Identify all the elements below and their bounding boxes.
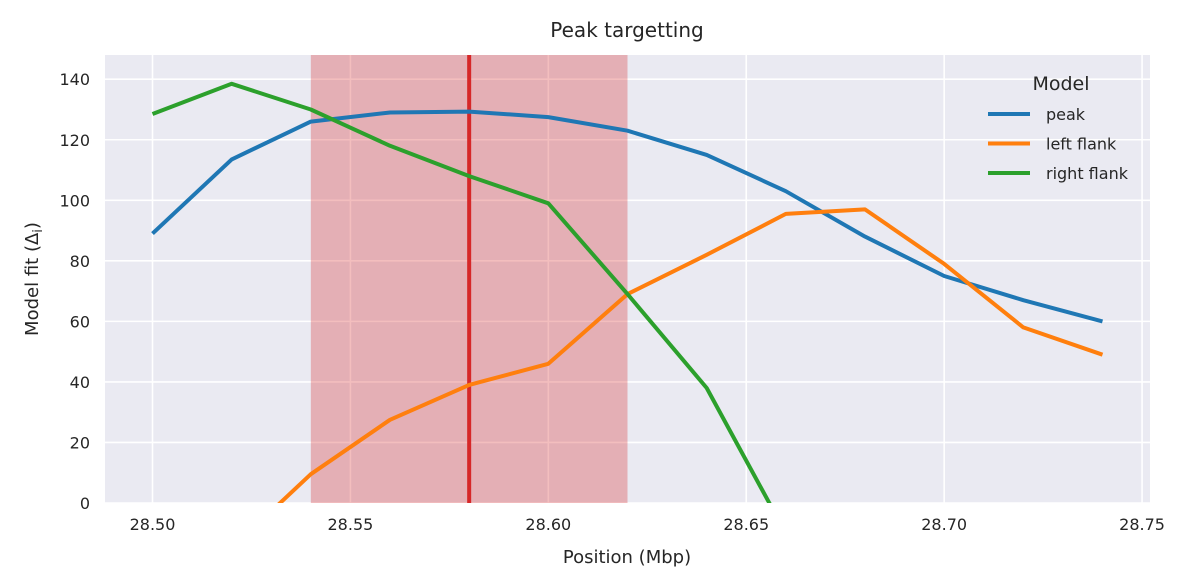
x-tick-label: 28.50 — [130, 515, 176, 534]
legend-label: right flank — [1046, 164, 1129, 183]
y-tick-label: 40 — [70, 373, 90, 392]
series-lines — [151, 81, 1104, 503]
y-axis-label-subscript: i — [31, 229, 46, 233]
x-tick-labels: 28.50 28.55 28.60 28.65 28.70 28.75 — [130, 515, 1165, 534]
legend-label: left flank — [1046, 135, 1117, 154]
y-tick-label: 100 — [59, 191, 90, 210]
y-tick-label: 60 — [70, 312, 90, 331]
y-tick-label: 0 — [80, 494, 90, 513]
y-axis-label-prefix: Model fit (Δ — [22, 232, 43, 336]
series-line-peak — [151, 109, 1104, 324]
x-tick-label: 28.70 — [921, 515, 967, 534]
y-tick-label: 140 — [59, 70, 90, 89]
y-tick-label: 80 — [70, 252, 90, 271]
legend-title: Model — [1032, 73, 1089, 95]
x-tick-label: 28.75 — [1119, 515, 1165, 534]
x-tick-label: 28.65 — [723, 515, 769, 534]
grid — [105, 55, 1150, 504]
legend: Model peak left flank right flank — [988, 73, 1129, 183]
y-axis-label-suffix: ) — [22, 222, 43, 229]
series-line-left-flank — [277, 207, 1104, 503]
y-tick-label: 120 — [59, 131, 90, 150]
y-tick-labels: 0 20 40 60 80 100 120 140 — [59, 70, 90, 513]
y-tick-label: 20 — [70, 433, 90, 452]
x-axis-label: Position (Mbp) — [563, 547, 691, 568]
series-line-right-flank — [151, 81, 772, 503]
x-tick-label: 28.55 — [328, 515, 374, 534]
legend-label: peak — [1046, 105, 1086, 124]
chart-title: Peak targetting — [550, 18, 703, 42]
y-axis-label: Model fit (Δi) — [22, 222, 46, 336]
x-tick-label: 28.60 — [525, 515, 571, 534]
